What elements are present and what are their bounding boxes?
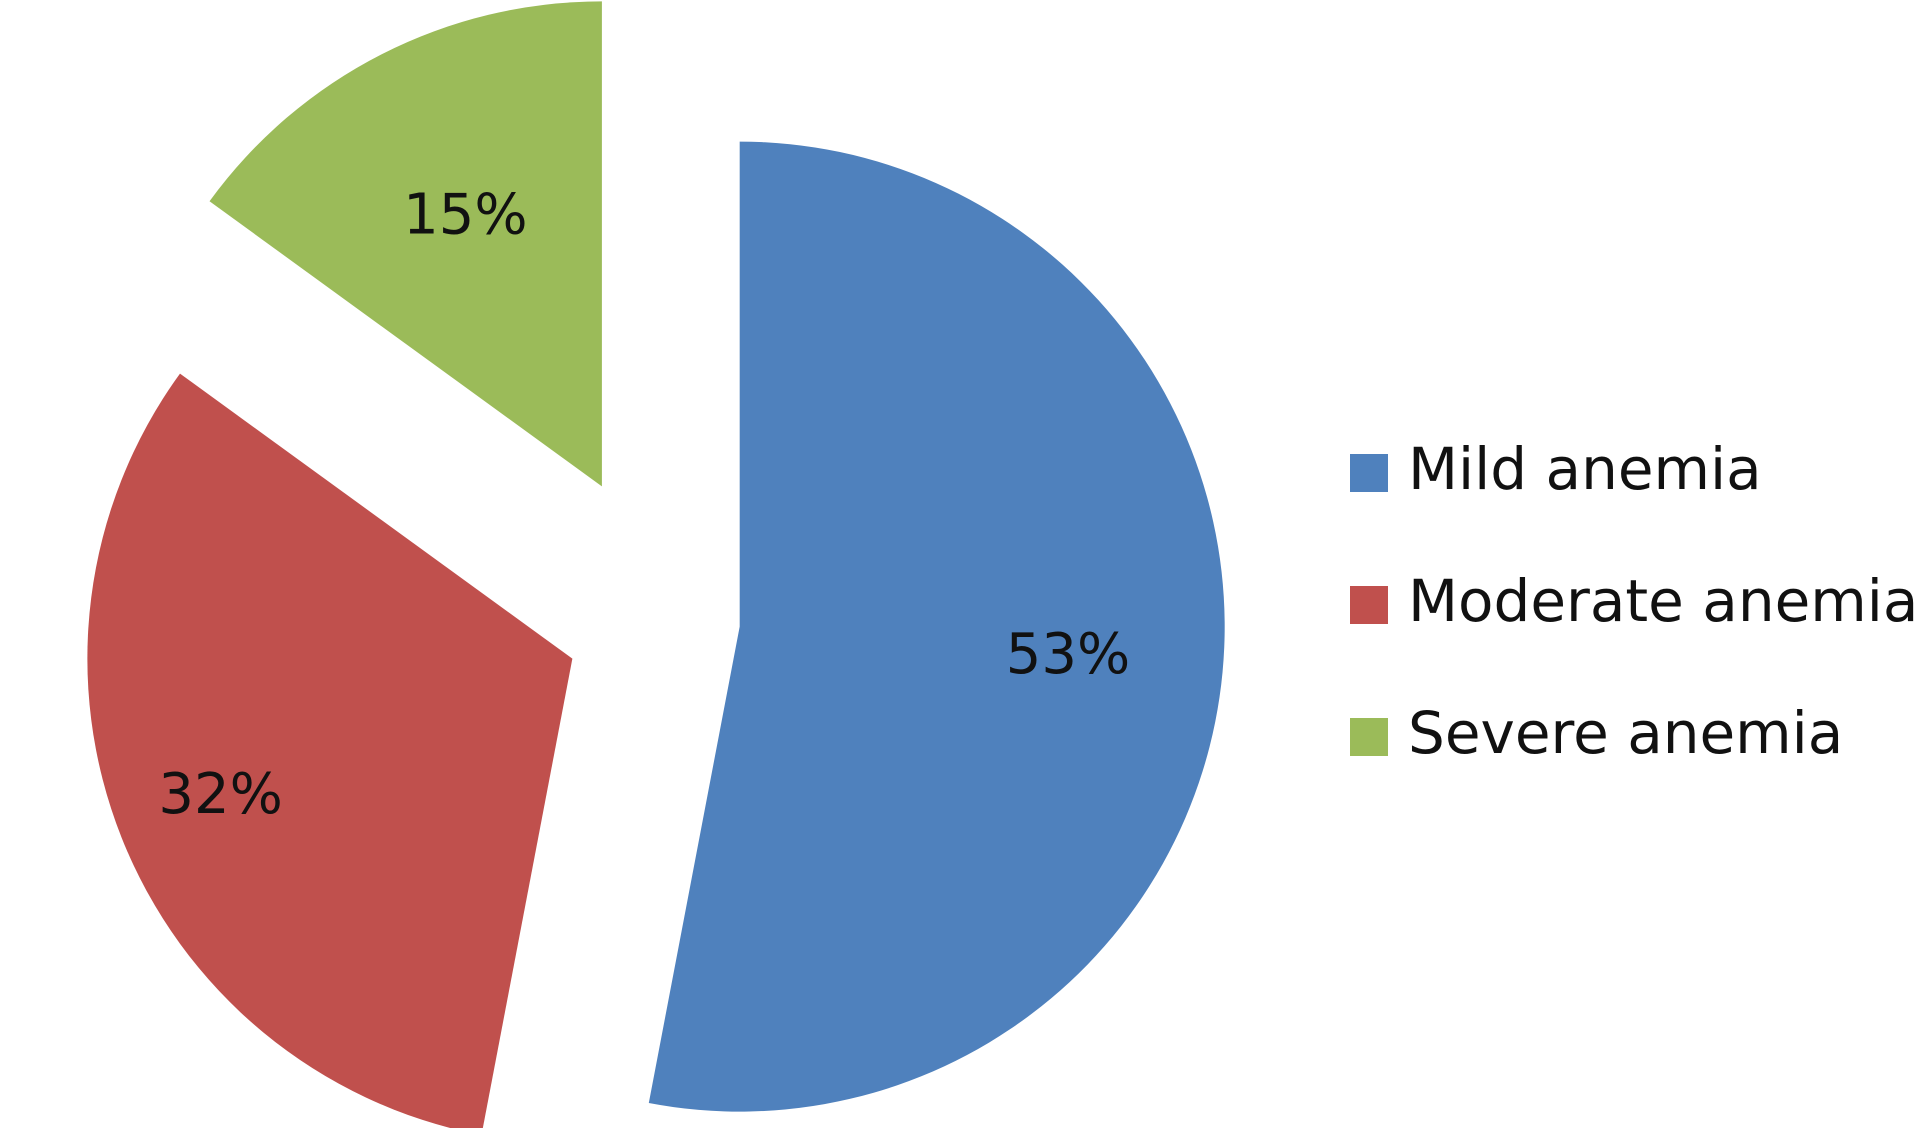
slice-label-severe-anemia: 15% bbox=[403, 183, 527, 248]
pie-slices bbox=[87, 1, 1225, 1128]
legend-label-mild-anemia: Mild anemia bbox=[1408, 435, 1762, 503]
pie-slice-labels: 53% 32% 15% bbox=[158, 183, 1130, 827]
pie-slice-mild-anemia bbox=[648, 141, 1225, 1112]
legend-label-moderate-anemia: Moderate anemia bbox=[1408, 567, 1918, 635]
pie-slice-moderate-anemia bbox=[87, 373, 573, 1128]
pie-slice-severe-anemia bbox=[209, 1, 602, 487]
legend: Mild anemia Moderate anemia Severe anemia bbox=[1350, 435, 1918, 767]
legend-label-severe-anemia: Severe anemia bbox=[1408, 699, 1843, 767]
legend-swatch-moderate-anemia bbox=[1350, 586, 1388, 624]
legend-swatch-severe-anemia bbox=[1350, 718, 1388, 756]
slice-label-moderate-anemia: 32% bbox=[158, 762, 282, 827]
legend-swatch-mild-anemia bbox=[1350, 454, 1388, 492]
slice-label-mild-anemia: 53% bbox=[1006, 622, 1130, 687]
